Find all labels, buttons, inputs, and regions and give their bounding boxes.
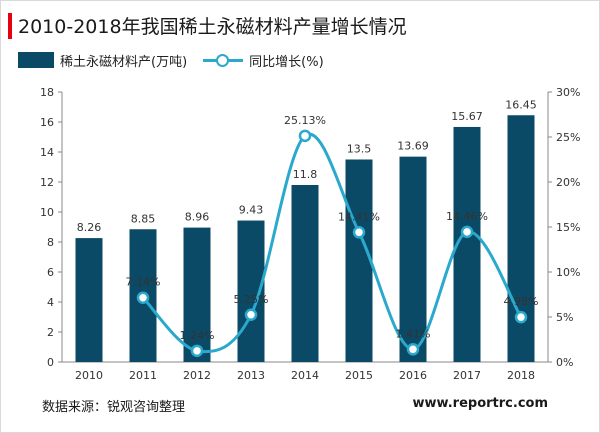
y-right-tick-label: 15% [556,221,580,234]
bar-value-label: 9.43 [239,204,264,217]
x-tick-label: 2014 [291,369,319,382]
legend-line-swatch [203,52,244,68]
y-right-tick-label: 25% [556,131,580,144]
watermark-url: www.reportrc.com [412,396,548,411]
line-point [244,308,258,321]
bar [75,238,103,362]
legend-bar-label: 稀土永磁材料产(万吨) [60,54,188,70]
x-tick-label: 2013 [237,369,265,382]
line-point [190,344,204,358]
bar-value-label: 8.85 [131,212,156,225]
line-value-label: 25.13% [284,114,326,127]
line-value-label: 1.41% [396,327,431,340]
line-value-label: 5.25% [234,293,269,306]
x-tick-label: 2015 [345,369,373,382]
y-left-tick-label: 2 [47,326,54,339]
bar [291,185,319,362]
line-point [352,226,366,239]
growth-line [141,132,523,354]
x-tick-label: 2018 [507,369,535,382]
x-tick-label: 2010 [75,369,103,382]
line-point [136,291,150,304]
line-value-label: 1.24% [180,329,215,342]
y-left-tick-label: 12 [40,176,54,189]
bar-value-label: 15.67 [451,110,483,123]
x-tick-label: 2016 [399,369,427,382]
x-tick-label: 2011 [129,369,157,382]
bar [507,115,535,362]
title-accent-bar [8,13,12,39]
y-left-tick-label: 6 [47,266,54,279]
line-value-label: 14.41% [338,210,380,223]
bar-value-label: 8.96 [185,211,210,224]
bar-value-label: 13.5 [347,143,372,156]
line-point [406,343,420,356]
y-right-tick-label: 30% [556,86,580,99]
y-right-tick-label: 5% [556,311,573,324]
line-point [514,310,528,324]
line-point [460,225,474,239]
x-tick-label: 2017 [453,369,481,382]
bar-value-label: 8.26 [77,221,102,234]
y-left-tick-label: 0 [47,356,54,369]
y-left-tick-label: 18 [40,86,54,99]
bar-value-label: 11.8 [293,168,318,181]
line-value-label: 4.98% [504,295,539,308]
bar-value-label: 13.69 [397,140,429,153]
bar [399,156,427,362]
legend-line-label: 同比增长(%) [249,54,324,70]
y-right-tick-label: 0% [556,356,573,369]
bar-value-label: 16.45 [505,98,537,111]
bar [345,159,373,362]
legend-bar-swatch [18,52,54,68]
chart-title: 2010-2018年我国稀土永磁材料产量增长情况 [18,16,407,38]
line-value-label: 14.46% [446,210,488,223]
y-right-tick-label: 10% [556,266,580,279]
y-left-tick-label: 14 [40,146,54,159]
bar [183,227,211,362]
y-left-tick-label: 4 [47,296,54,309]
chart-legend: 稀土永磁材料产(万吨) 同比增长(%) [18,50,324,70]
line-point [298,129,312,143]
y-left-tick-label: 10 [40,206,54,219]
x-tick-label: 2012 [183,369,211,382]
y-left-tick-label: 8 [47,236,54,249]
source-note: 数据来源：锐观咨询整理 [42,400,186,415]
line-value-label: 7.14% [126,276,161,289]
y-left-tick-label: 16 [40,116,54,129]
y-right-tick-label: 20% [556,176,580,189]
